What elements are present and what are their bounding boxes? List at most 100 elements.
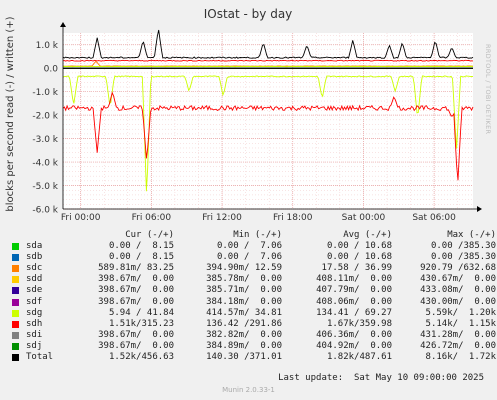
legend-avg: 1.67k/359.98 bbox=[326, 318, 392, 329]
legend-avg: 134.41 / 69.27 bbox=[316, 307, 392, 318]
legend-row: sdb 0.00 / 8.15 0.00 / 7.06 0.00 / 10.68 0.0… bbox=[12, 252, 496, 263]
legend-max: 0.00 /385.30 bbox=[430, 252, 496, 263]
y-tick-label: -2.0 k bbox=[32, 112, 58, 122]
x-tick-label: Fri 06:00 bbox=[132, 213, 172, 223]
legend-min: 0.00 / 7.06 bbox=[216, 241, 282, 252]
legend-avg: 17.58 / 36.99 bbox=[321, 263, 392, 274]
x-axis-arrow bbox=[477, 206, 482, 212]
legend-min: 140.30 /371.01 bbox=[206, 352, 282, 363]
legend-header-avg: Avg (-/+) bbox=[343, 230, 392, 240]
legend-cur: 398.67m/ 0.00 bbox=[98, 340, 174, 351]
legend: Cur (-/+) Min (-/+) Avg (-/+) Max (-/+) … bbox=[12, 230, 496, 363]
legend-row: sdh 1.51k/315.23 136.42 /291.86 1.67k/359.9… bbox=[12, 318, 496, 330]
chart-title: IOstat - by day bbox=[204, 7, 293, 21]
series-line-sdh-read bbox=[62, 91, 474, 181]
x-tick-label: Sat 06:00 bbox=[412, 213, 456, 223]
legend-swatch bbox=[12, 298, 19, 306]
legend-row: sde 398.67m/ 0.00 385.71m/ 0.00 407.79m/ 0.… bbox=[12, 285, 496, 296]
legend-avg: 406.36m/ 0.00 bbox=[316, 329, 392, 340]
legend-max: 426.72m/ 0.00 bbox=[420, 340, 496, 351]
plot-area bbox=[63, 33, 473, 209]
legend-row: sdf 398.67m/ 0.00 384.18m/ 0.00 408.06m/ 0.… bbox=[12, 296, 496, 308]
legend-row: sdi 398.67m/ 0.00 382.82m/ 0.00 406.36m/ 0.… bbox=[12, 329, 496, 341]
series-line-total-write bbox=[62, 29, 474, 59]
legend-min: 385.78m/ 0.00 bbox=[206, 274, 282, 285]
legend-min: 385.71m/ 0.00 bbox=[206, 285, 282, 296]
legend-min: 382.82m/ 0.00 bbox=[206, 329, 282, 340]
legend-row: sdd 398.67m/ 0.00 385.78m/ 0.00 408.11m/ 0.… bbox=[12, 274, 496, 285]
legend-cur: 1.52k/456.63 bbox=[108, 352, 174, 363]
legend-cur: 398.67m/ 0.00 bbox=[98, 274, 174, 285]
legend-avg: 1.82k/487.61 bbox=[326, 352, 392, 363]
legend-cur: 398.67m/ 0.00 bbox=[98, 329, 174, 340]
legend-name: sdh bbox=[26, 318, 43, 329]
legend-name: sdi bbox=[26, 329, 43, 340]
y-tick-label: -3.0 k bbox=[32, 135, 58, 145]
legend-name: sdd bbox=[26, 274, 43, 285]
legend-max: 920.79 /632.68 bbox=[420, 263, 496, 274]
legend-swatch bbox=[12, 320, 19, 328]
legend-row: Total 1.52k/456.63 140.30 /371.01 1.82k/487… bbox=[12, 352, 496, 363]
legend-swatch bbox=[12, 354, 19, 362]
legend-avg: 407.79m/ 0.00 bbox=[316, 285, 392, 296]
x-tick-label: Fri 18:00 bbox=[273, 213, 313, 223]
y-tick-label: 0.0 bbox=[44, 65, 59, 75]
legend-max: 5.14k/ 1.15k bbox=[425, 318, 496, 329]
legend-cur: 5.94 / 41.84 bbox=[108, 307, 174, 318]
legend-cur: 0.00 / 8.15 bbox=[108, 252, 174, 263]
legend-swatch bbox=[12, 243, 19, 251]
legend-cur: 398.67m/ 0.00 bbox=[98, 285, 174, 296]
legend-cur: 398.67m/ 0.00 bbox=[98, 296, 174, 307]
axes: 1.0 k 0.0 -1.0 k -2.0 k -3.0 k -4.0 k -5.0 k -6… bbox=[32, 22, 482, 223]
last-update: Last update: Sat May 10 09:00:00 2025 bbox=[278, 373, 484, 383]
legend-max: 8.16k/ 1.72k bbox=[425, 352, 496, 363]
legend-avg: 404.92m/ 0.00 bbox=[316, 340, 392, 351]
legend-name: sdb bbox=[26, 252, 43, 263]
legend-cur: 589.81m/ 83.25 bbox=[98, 263, 174, 274]
series-line-sdh-write bbox=[62, 59, 474, 62]
legend-name: sdf bbox=[26, 296, 43, 307]
y-axis-arrow bbox=[60, 22, 66, 27]
legend-min: 384.18m/ 0.00 bbox=[206, 296, 282, 307]
series-line-sdc-write bbox=[62, 60, 473, 67]
legend-header-cur: Cur (-/+) bbox=[125, 230, 174, 240]
legend-min: 0.00 / 7.06 bbox=[216, 252, 282, 263]
legend-max: 0.00 /385.30 bbox=[430, 241, 496, 252]
watermark: RRDTOOL / TOBI OETIKER bbox=[484, 44, 492, 134]
legend-max: 5.59k/ 1.20k bbox=[425, 307, 496, 318]
legend-name: Total bbox=[26, 352, 54, 363]
x-tick-label: Fri 00:00 bbox=[61, 213, 101, 223]
legend-avg: 0.00 / 10.68 bbox=[326, 252, 392, 263]
legend-name: sdj bbox=[26, 340, 43, 351]
legend-row: sdj 398.67m/ 0.00 384.89m/ 0.00 404.92m/ 0.… bbox=[12, 340, 496, 352]
x-tick-label: Sat 00:00 bbox=[342, 213, 386, 223]
legend-swatch bbox=[12, 265, 19, 273]
legend-avg: 408.06m/ 0.00 bbox=[316, 296, 392, 307]
x-tick-label: Fri 12:00 bbox=[202, 213, 242, 223]
legend-swatch bbox=[12, 331, 19, 339]
legend-row: sdc 589.81m/ 83.25 394.90m/ 12.59 17.58 / 3… bbox=[12, 263, 496, 274]
legend-max: 431.28m/ 0.00 bbox=[420, 329, 496, 340]
legend-avg: 0.00 / 10.68 bbox=[326, 241, 392, 252]
y-tick-label: -4.0 k bbox=[32, 159, 58, 169]
legend-cur: 0.00 / 8.15 bbox=[108, 241, 174, 252]
y-axis-label: blocks per second read (-) / written (+) bbox=[5, 16, 16, 211]
legend-swatch bbox=[12, 276, 19, 284]
y-tick-label: -1.0 k bbox=[32, 88, 58, 98]
series-line-sdg-read bbox=[62, 75, 474, 192]
legend-name: sdc bbox=[26, 263, 43, 274]
legend-swatch bbox=[12, 342, 19, 350]
legend-name: sda bbox=[26, 241, 43, 252]
legend-max: 430.00m/ 0.00 bbox=[420, 296, 496, 307]
legend-header-min: Min (-/+) bbox=[233, 230, 282, 240]
legend-min: 384.89m/ 0.00 bbox=[206, 340, 282, 351]
legend-header: Cur (-/+) Min (-/+) Avg (-/+) Max (-/+) bbox=[12, 230, 496, 241]
legend-name: sde bbox=[26, 285, 43, 296]
legend-swatch bbox=[12, 254, 19, 262]
legend-min: 136.42 /291.86 bbox=[206, 318, 282, 329]
chart: IOstat - by day blocks per second read (… bbox=[5, 7, 492, 223]
legend-name: sdg bbox=[26, 307, 43, 318]
legend-row: sda 0.00 / 8.15 0.00 / 7.06 0.00 / 10.68 0.0… bbox=[12, 241, 496, 252]
legend-swatch bbox=[12, 287, 19, 295]
legend-max: 433.08m/ 0.00 bbox=[420, 285, 496, 296]
